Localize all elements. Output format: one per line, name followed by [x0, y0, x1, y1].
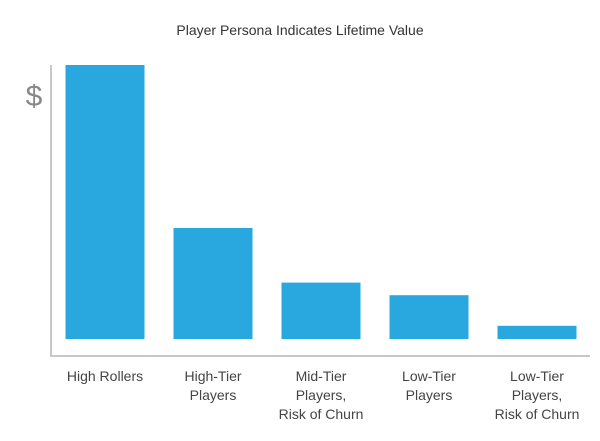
chart-title: Player Persona Indicates Lifetime Value — [176, 22, 424, 38]
x-tick-label-5: Low-Tier Players, Risk of Churn — [495, 368, 580, 422]
x-tick-label-4: Low-Tier Players — [402, 368, 456, 403]
bar-1 — [65, 65, 145, 339]
bars-layer — [65, 65, 577, 339]
x-tick-label-1: High Rollers — [67, 368, 143, 384]
x-tick-label-2: High-Tier Players — [184, 368, 241, 403]
bar-3 — [281, 282, 361, 339]
bar-5 — [497, 325, 577, 339]
x-tick-labels: High Rollers High-Tier Players Mid-Tier Play… — [67, 368, 580, 422]
x-tick-label-3: Mid-Tier Players, Risk of Churn — [279, 368, 364, 422]
bar-2 — [173, 228, 253, 339]
bar-4 — [389, 295, 469, 339]
y-axis-label: $ — [26, 80, 43, 113]
